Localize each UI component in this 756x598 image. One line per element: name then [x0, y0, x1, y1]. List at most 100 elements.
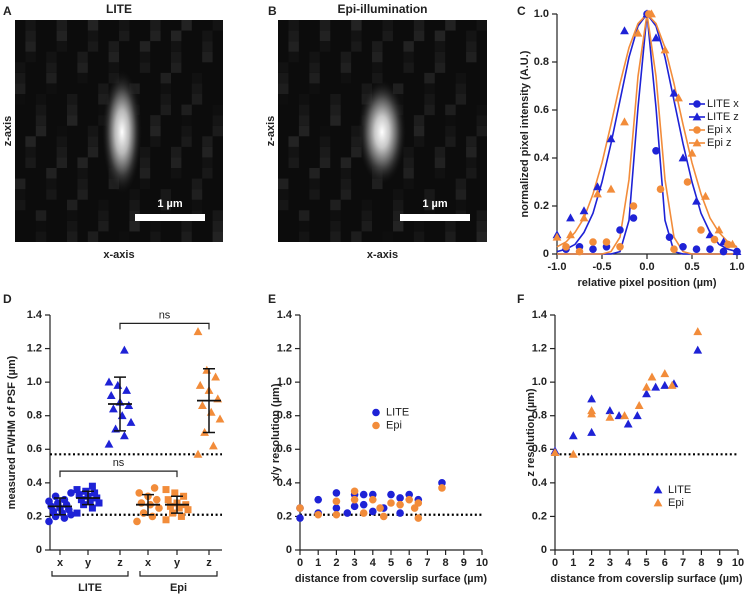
noise-pixel: [67, 94, 78, 105]
x-tick-label: 0.5: [684, 261, 699, 273]
data-point: [710, 235, 719, 244]
noise-pixel: [476, 210, 487, 221]
data-point: [86, 497, 94, 505]
noise-pixel: [35, 231, 47, 242]
data-point: [106, 390, 116, 399]
x-tick-label: 6: [406, 557, 412, 569]
noise-pixel: [87, 41, 99, 52]
noise-pixel: [108, 62, 119, 73]
y-axis-label: z-axis: [2, 116, 14, 147]
y-tick-label: 0.8: [532, 410, 547, 422]
data-point: [706, 245, 714, 253]
noise-pixel: [150, 220, 161, 232]
noise-pixel: [476, 220, 487, 232]
noise-pixel: [150, 115, 161, 126]
noise-pixel: [98, 94, 109, 105]
x-tick-label: 4: [625, 557, 632, 569]
y-axis-label: z resolution (µm): [525, 388, 537, 477]
noise-pixel: [309, 51, 320, 63]
noise-pixel: [67, 115, 78, 126]
data-point: [350, 487, 359, 496]
noise-pixel: [424, 104, 435, 116]
noise-pixel: [171, 51, 182, 63]
x-tick-label: 3: [607, 557, 613, 569]
data-point: [593, 189, 602, 198]
noise-pixel: [361, 83, 373, 94]
x-tick-label: -1.0: [548, 261, 567, 273]
x-tick-label: 4: [370, 557, 377, 569]
data-point: [701, 191, 710, 200]
noise-pixel: [212, 20, 223, 31]
data-point: [670, 245, 678, 253]
data-point: [651, 382, 661, 391]
data-point: [693, 126, 701, 134]
noise-pixel: [160, 199, 171, 211]
noise-pixel: [330, 220, 341, 232]
y-tick-label: 0: [36, 544, 42, 556]
noise-pixel: [351, 136, 362, 147]
data-point: [552, 232, 562, 241]
noise-pixel: [15, 94, 26, 105]
noise-pixel: [434, 51, 446, 63]
noise-pixel: [466, 146, 477, 158]
data-point: [120, 431, 129, 440]
significance-label: ns: [159, 309, 171, 321]
noise-pixel: [288, 41, 299, 52]
y-tick-label: 0: [543, 248, 549, 260]
x-tick-label: y: [174, 557, 181, 569]
x-tick-label: 0.0: [639, 261, 654, 273]
data-point: [376, 504, 384, 512]
noise-pixel: [330, 199, 341, 211]
data-point: [104, 377, 114, 386]
data-point: [164, 496, 172, 504]
data-point: [113, 380, 123, 389]
y-axis-label: x/y resolution (µm): [270, 383, 282, 481]
significance-bracket: [59, 470, 178, 478]
data-point: [606, 134, 616, 143]
group-bracket: [51, 571, 129, 577]
noise-pixel: [340, 62, 352, 73]
data-point: [369, 507, 377, 516]
noise-pixel: [424, 189, 435, 200]
data-point: [660, 45, 670, 54]
noise-pixel: [202, 41, 213, 52]
data-point: [150, 484, 159, 492]
noise-pixel: [35, 94, 47, 105]
psf-spot: [358, 80, 406, 184]
noise-pixel: [309, 168, 320, 179]
data-point: [60, 495, 69, 504]
noise-pixel: [330, 231, 341, 242]
y-tick-label: 0: [541, 544, 547, 556]
data-point: [73, 486, 81, 494]
data-point: [314, 495, 323, 504]
noise-pixel: [67, 220, 78, 232]
noise-pixel: [77, 178, 88, 190]
noise-pixel: [424, 72, 435, 84]
noise-pixel: [139, 168, 151, 179]
noise-pixel: [129, 210, 140, 221]
noise-pixel: [330, 210, 341, 221]
noise-pixel: [361, 210, 373, 221]
data-point: [396, 509, 404, 517]
noise-pixel: [340, 157, 352, 168]
noise-pixel: [424, 94, 435, 105]
noise-pixel: [319, 146, 331, 158]
error-bar: [114, 376, 126, 432]
data-point: [211, 372, 220, 381]
data-point: [665, 233, 674, 241]
data-point: [566, 213, 575, 222]
noise-pixel: [278, 178, 289, 190]
noise-pixel: [87, 136, 99, 147]
legend-label: LITE: [668, 484, 691, 496]
data-point: [91, 489, 99, 497]
legend-label: LITE z: [707, 111, 739, 123]
noise-pixel: [476, 115, 487, 126]
data-point: [314, 510, 323, 519]
noise-pixel: [445, 231, 456, 242]
noise-pixel: [15, 199, 26, 211]
noise-pixel: [455, 199, 467, 211]
data-point: [693, 100, 701, 108]
data-point: [647, 9, 656, 18]
noise-pixel: [434, 157, 446, 168]
noise-pixel: [25, 51, 36, 63]
